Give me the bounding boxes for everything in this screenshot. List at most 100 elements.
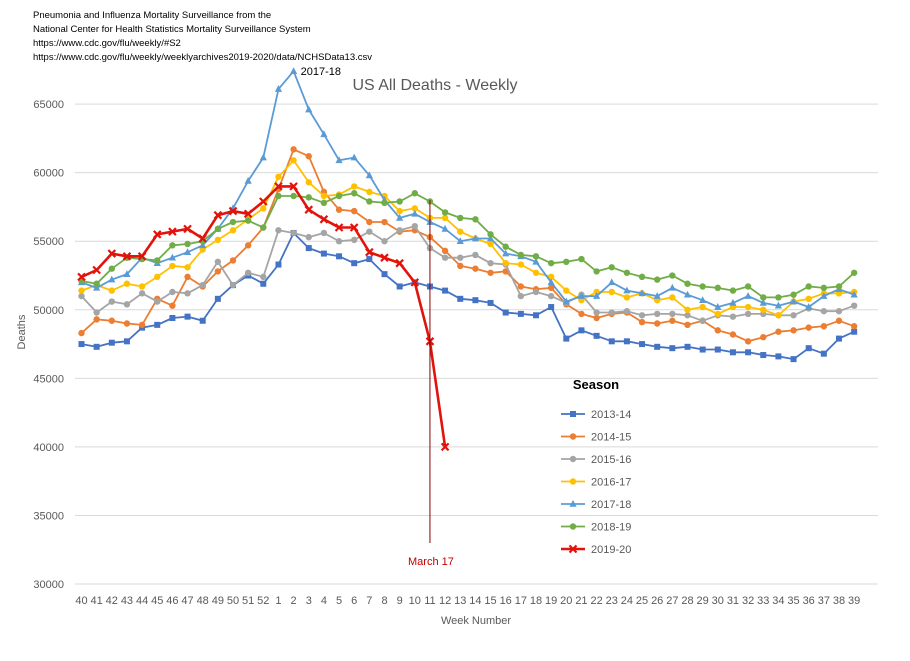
series-2019-20 — [77, 182, 450, 452]
data-point — [593, 309, 600, 316]
data-point — [668, 283, 676, 291]
data-point — [517, 292, 525, 300]
data-point — [760, 334, 767, 341]
data-point — [366, 228, 373, 235]
x-tick-label: 43 — [121, 595, 133, 607]
x-tick-label: 11 — [424, 595, 435, 607]
data-point — [259, 153, 267, 161]
data-point — [351, 183, 358, 190]
legend-label: 2019-20 — [591, 544, 631, 556]
x-tick-label: 19 — [545, 595, 557, 607]
data-point — [290, 157, 297, 164]
data-point — [366, 256, 373, 263]
data-point — [274, 182, 283, 191]
legend-item: 2017-18 — [561, 499, 631, 511]
data-point — [108, 265, 116, 272]
data-point — [684, 321, 691, 329]
data-point — [638, 318, 646, 326]
x-tick-label: 23 — [606, 595, 618, 607]
data-point — [457, 214, 464, 222]
data-point — [123, 280, 131, 287]
data-point — [305, 233, 312, 241]
data-point — [320, 199, 328, 207]
data-point — [472, 297, 479, 304]
data-point — [275, 173, 282, 180]
chart-title: US All Deaths - Weekly — [352, 77, 517, 94]
series-2018-19 — [78, 190, 858, 301]
series-2013-14 — [78, 230, 858, 363]
data-point — [78, 329, 85, 337]
y-tick-label: 60000 — [33, 168, 64, 180]
data-point — [260, 280, 267, 287]
data-point — [774, 301, 782, 309]
data-point — [669, 272, 676, 279]
data-point — [169, 288, 176, 296]
data-point — [184, 290, 191, 297]
data-point — [775, 312, 782, 319]
data-point — [411, 190, 418, 197]
data-point — [351, 190, 358, 197]
data-point — [320, 192, 328, 200]
x-tick-label: 22 — [590, 595, 602, 607]
data-point — [154, 273, 161, 281]
legend-title: Season — [573, 377, 619, 392]
data-point — [440, 442, 450, 452]
data-point — [836, 335, 842, 342]
data-point — [199, 317, 206, 324]
data-point — [456, 237, 464, 245]
data-point — [669, 294, 676, 301]
x-tick-label: 48 — [197, 595, 209, 607]
data-point — [608, 338, 615, 345]
data-point — [578, 327, 585, 334]
data-point — [502, 309, 509, 316]
data-point — [78, 287, 85, 294]
data-point — [336, 253, 343, 260]
data-point — [502, 249, 510, 257]
x-tick-label: 9 — [397, 595, 403, 607]
x-tick-label: 5 — [336, 595, 342, 607]
data-point — [684, 312, 691, 319]
data-point — [198, 234, 207, 243]
data-point — [349, 223, 359, 232]
data-point — [623, 286, 631, 294]
data-point — [290, 192, 297, 200]
data-point — [714, 284, 721, 292]
data-point — [532, 288, 540, 296]
data-point — [275, 227, 282, 234]
y-tick-label: 50000 — [33, 305, 64, 317]
data-point — [351, 236, 358, 244]
data-point — [93, 343, 100, 350]
data-point — [623, 338, 630, 345]
x-tick-label: 35 — [787, 595, 799, 607]
data-point — [850, 302, 858, 309]
data-point — [623, 269, 631, 276]
data-point — [365, 247, 374, 257]
data-point — [487, 269, 494, 276]
data-point — [183, 224, 192, 234]
data-point — [699, 303, 706, 311]
x-tick-label: 15 — [484, 595, 496, 607]
data-point — [350, 153, 358, 161]
x-tick-label: 28 — [681, 595, 693, 607]
data-point — [608, 264, 615, 271]
series-line — [80, 225, 855, 322]
data-point — [199, 241, 207, 249]
data-point — [92, 265, 101, 275]
annotations: 2017-18 March 17 — [301, 66, 454, 568]
data-point — [457, 228, 464, 235]
legend-item: 2016-17 — [561, 477, 631, 489]
x-tick-label: 44 — [136, 595, 148, 607]
data-point — [304, 205, 314, 214]
x-tick-label: 34 — [772, 595, 784, 607]
data-point — [380, 253, 389, 262]
data-point — [744, 283, 752, 290]
data-point — [533, 312, 539, 319]
data-point — [487, 299, 494, 306]
data-point — [714, 303, 722, 310]
data-point — [547, 273, 555, 281]
data-point — [683, 290, 692, 298]
data-point — [805, 345, 812, 352]
data-point — [669, 345, 676, 352]
data-point — [154, 298, 161, 305]
y-tick-label: 35000 — [33, 510, 64, 522]
